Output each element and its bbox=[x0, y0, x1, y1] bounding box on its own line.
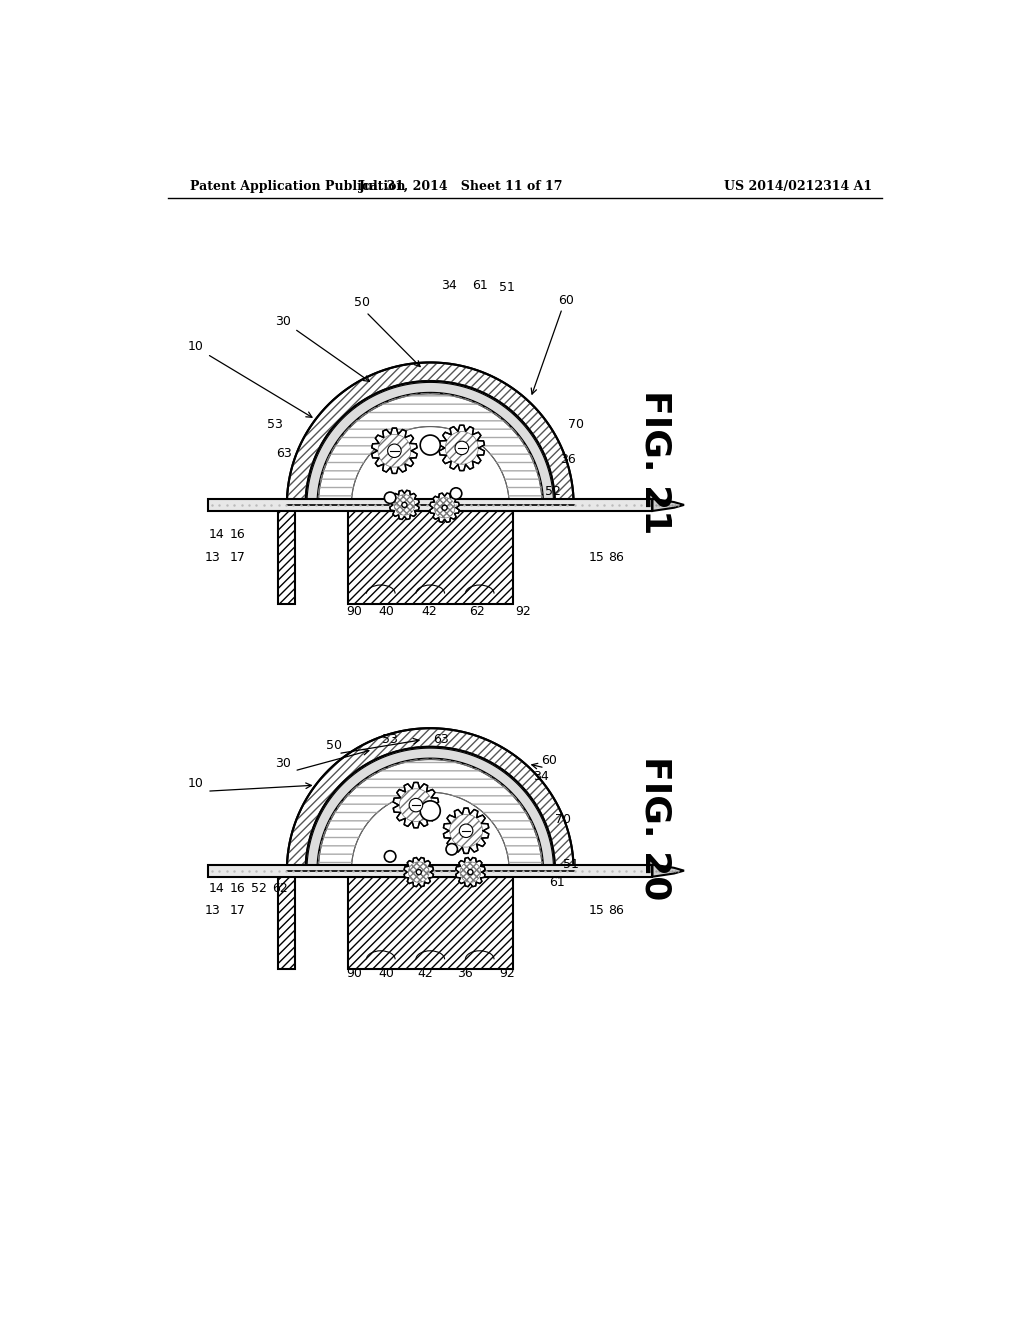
Polygon shape bbox=[307, 383, 554, 506]
Polygon shape bbox=[430, 494, 459, 523]
Polygon shape bbox=[287, 363, 573, 506]
Polygon shape bbox=[372, 428, 417, 474]
Text: 17: 17 bbox=[229, 904, 246, 917]
Text: 30: 30 bbox=[274, 314, 291, 327]
Text: 42: 42 bbox=[422, 605, 437, 618]
Text: 40: 40 bbox=[378, 605, 394, 618]
Circle shape bbox=[410, 799, 423, 812]
Text: 13: 13 bbox=[205, 552, 221, 565]
Bar bbox=[279, 867, 296, 969]
Text: 90: 90 bbox=[346, 605, 362, 618]
Circle shape bbox=[420, 436, 440, 455]
Circle shape bbox=[451, 488, 462, 499]
Circle shape bbox=[388, 444, 401, 458]
Polygon shape bbox=[393, 783, 438, 828]
Text: 17: 17 bbox=[229, 552, 246, 565]
Text: 63: 63 bbox=[433, 734, 450, 746]
Text: 92: 92 bbox=[515, 605, 531, 618]
Text: Patent Application Publication: Patent Application Publication bbox=[190, 181, 406, 194]
Circle shape bbox=[384, 492, 396, 503]
Circle shape bbox=[420, 801, 440, 821]
Text: 30: 30 bbox=[274, 756, 291, 770]
Polygon shape bbox=[287, 729, 573, 871]
Text: 40: 40 bbox=[378, 968, 394, 979]
Polygon shape bbox=[390, 490, 419, 520]
Polygon shape bbox=[439, 425, 484, 471]
Polygon shape bbox=[652, 865, 684, 876]
Bar bbox=[348, 870, 513, 876]
Text: 51: 51 bbox=[500, 281, 515, 294]
Text: 53: 53 bbox=[267, 418, 283, 432]
Text: 70: 70 bbox=[555, 813, 571, 825]
Text: 70: 70 bbox=[567, 418, 584, 432]
Text: 14: 14 bbox=[209, 528, 224, 541]
Text: 52: 52 bbox=[545, 486, 560, 498]
Bar bbox=[208, 499, 652, 511]
Circle shape bbox=[442, 506, 447, 511]
Text: 16: 16 bbox=[229, 528, 246, 541]
Text: 60: 60 bbox=[558, 294, 574, 308]
Polygon shape bbox=[318, 759, 542, 871]
Polygon shape bbox=[443, 808, 488, 854]
Text: 14: 14 bbox=[209, 882, 224, 895]
Bar bbox=[348, 511, 513, 603]
Text: FIG. 21: FIG. 21 bbox=[638, 389, 672, 535]
Text: 62: 62 bbox=[272, 882, 288, 895]
Circle shape bbox=[384, 850, 396, 862]
Text: 51: 51 bbox=[563, 858, 579, 871]
Text: US 2014/0212314 A1: US 2014/0212314 A1 bbox=[724, 181, 872, 194]
Text: 42: 42 bbox=[418, 968, 433, 979]
Text: FIG. 20: FIG. 20 bbox=[638, 756, 672, 900]
Text: 61: 61 bbox=[549, 875, 564, 888]
Text: 62: 62 bbox=[469, 605, 485, 618]
Circle shape bbox=[416, 870, 421, 875]
Bar bbox=[279, 502, 296, 603]
Text: 15: 15 bbox=[588, 552, 604, 565]
Text: 61: 61 bbox=[472, 279, 487, 292]
Text: 15: 15 bbox=[588, 904, 604, 917]
Text: 50: 50 bbox=[327, 739, 342, 752]
Text: 90: 90 bbox=[346, 968, 362, 979]
Text: 60: 60 bbox=[541, 754, 557, 767]
Text: 52: 52 bbox=[251, 882, 267, 895]
Polygon shape bbox=[404, 858, 433, 887]
Text: 10: 10 bbox=[187, 777, 204, 789]
Text: 63: 63 bbox=[276, 446, 292, 459]
Text: 34: 34 bbox=[532, 770, 549, 783]
Bar bbox=[208, 865, 652, 876]
Text: 36: 36 bbox=[458, 968, 473, 979]
Text: 50: 50 bbox=[354, 296, 370, 309]
Text: Jul. 31, 2014   Sheet 11 of 17: Jul. 31, 2014 Sheet 11 of 17 bbox=[359, 181, 563, 194]
Polygon shape bbox=[318, 393, 542, 506]
Text: 13: 13 bbox=[205, 904, 221, 917]
Text: 92: 92 bbox=[500, 968, 515, 979]
Polygon shape bbox=[307, 748, 554, 871]
Bar bbox=[348, 876, 513, 969]
Text: 10: 10 bbox=[187, 341, 204, 352]
Text: 86: 86 bbox=[608, 904, 624, 917]
Text: 53: 53 bbox=[382, 734, 398, 746]
Text: 86: 86 bbox=[608, 552, 624, 565]
Polygon shape bbox=[652, 499, 684, 511]
Circle shape bbox=[455, 441, 469, 454]
Bar bbox=[348, 504, 513, 511]
Circle shape bbox=[460, 824, 473, 837]
Circle shape bbox=[401, 503, 407, 507]
Circle shape bbox=[468, 870, 473, 875]
Text: 36: 36 bbox=[560, 453, 577, 466]
Text: 16: 16 bbox=[229, 882, 246, 895]
Text: 34: 34 bbox=[441, 279, 458, 292]
Circle shape bbox=[446, 843, 458, 855]
Polygon shape bbox=[456, 858, 485, 887]
